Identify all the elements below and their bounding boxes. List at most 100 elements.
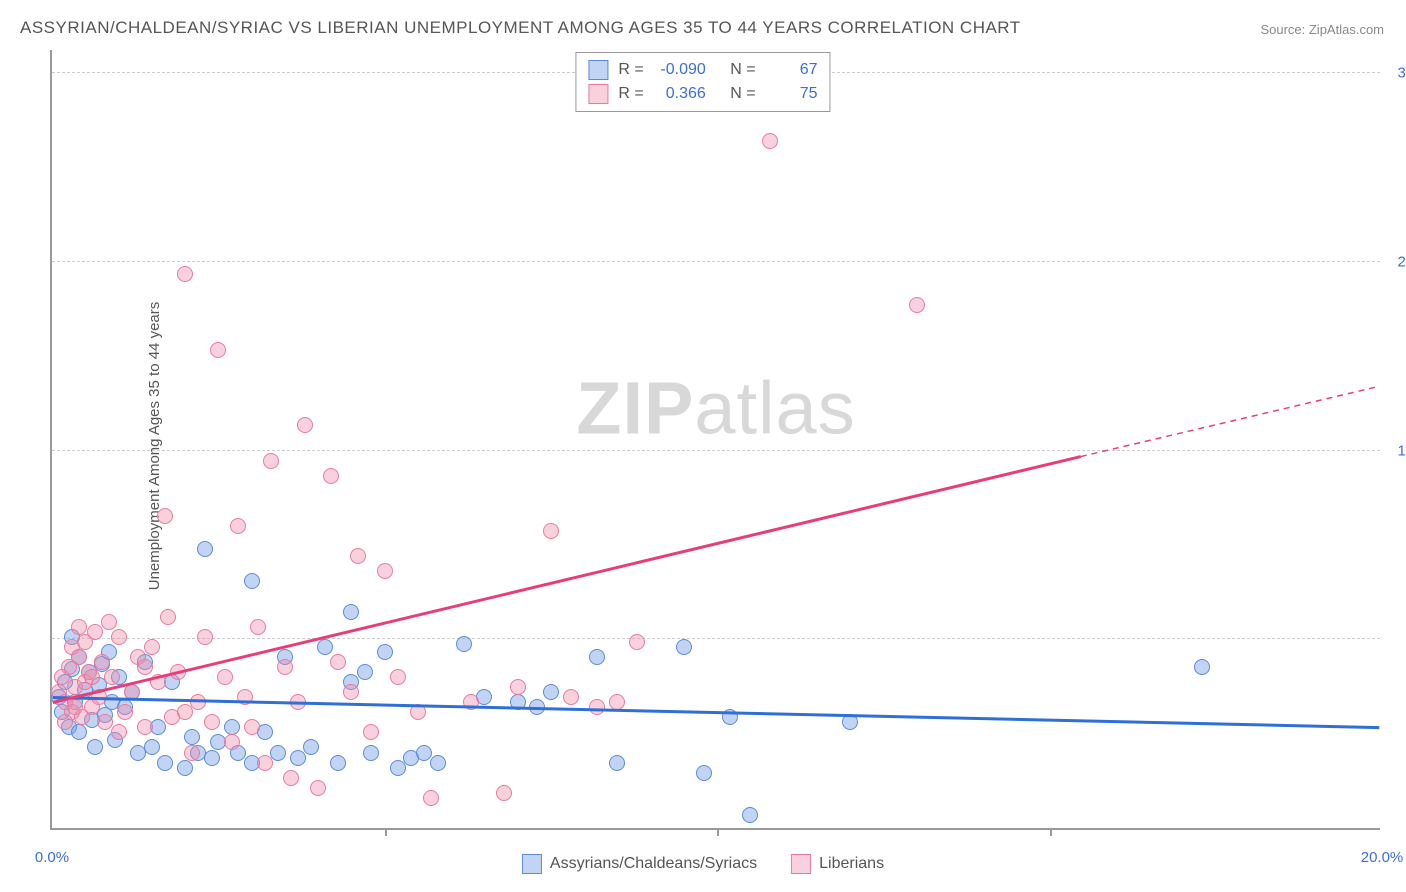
series-1-name: Assyrians/Chaldeans/Syriacs — [550, 855, 757, 873]
data-point — [330, 755, 346, 771]
data-point — [742, 807, 758, 823]
data-point — [390, 669, 406, 685]
data-point — [270, 745, 286, 761]
data-point — [210, 342, 226, 358]
chart-title: ASSYRIAN/CHALDEAN/SYRIAC VS LIBERIAN UNE… — [20, 18, 1021, 38]
trend-lines — [52, 50, 1380, 828]
data-point — [277, 659, 293, 675]
r-value-1: -0.090 — [654, 61, 706, 79]
legend-item-1: Assyrians/Chaldeans/Syriacs — [522, 854, 757, 874]
xtick — [1050, 828, 1052, 836]
ytick-label: 30.0% — [1385, 65, 1406, 82]
data-point — [496, 785, 512, 801]
xtick-label: 0.0% — [35, 849, 69, 866]
data-point — [430, 755, 446, 771]
watermark: ZIPatlas — [576, 365, 855, 450]
ytick-label: 7.5% — [1385, 631, 1406, 648]
data-point — [94, 654, 110, 670]
data-point — [237, 689, 253, 705]
ytick-label: 22.5% — [1385, 253, 1406, 270]
gridline-horizontal — [52, 450, 1380, 451]
data-point — [197, 629, 213, 645]
data-point — [909, 297, 925, 313]
data-point — [317, 639, 333, 655]
data-point — [177, 760, 193, 776]
series-2-name: Liberians — [819, 855, 884, 873]
data-point — [510, 679, 526, 695]
data-point — [762, 133, 778, 149]
data-point — [543, 523, 559, 539]
data-point — [297, 417, 313, 433]
data-point — [290, 694, 306, 710]
data-point — [310, 780, 326, 796]
data-point — [529, 699, 545, 715]
r-label-2: R = — [618, 85, 643, 103]
data-point — [217, 669, 233, 685]
data-point — [609, 755, 625, 771]
n-label-2: N = — [730, 85, 755, 103]
data-point — [101, 614, 117, 630]
data-point — [377, 563, 393, 579]
swatch-bottom-1 — [522, 854, 542, 874]
data-point — [510, 694, 526, 710]
data-point — [377, 644, 393, 660]
data-point — [190, 694, 206, 710]
gridline-horizontal — [52, 261, 1380, 262]
data-point — [71, 619, 87, 635]
data-point — [157, 755, 173, 771]
data-point — [71, 724, 87, 740]
data-point — [263, 453, 279, 469]
data-point — [184, 729, 200, 745]
source-label: Source: ZipAtlas.com — [1260, 22, 1384, 37]
swatch-series-2 — [588, 84, 608, 104]
data-point — [87, 739, 103, 755]
data-point — [629, 634, 645, 650]
data-point — [410, 704, 426, 720]
xtick — [385, 828, 387, 836]
data-point — [244, 573, 260, 589]
swatch-bottom-2 — [791, 854, 811, 874]
data-point — [137, 659, 153, 675]
data-point — [144, 739, 160, 755]
xtick-label: 20.0% — [1361, 849, 1404, 866]
data-point — [87, 624, 103, 640]
data-point — [111, 724, 127, 740]
data-point — [177, 704, 193, 720]
data-point — [463, 694, 479, 710]
data-point — [224, 719, 240, 735]
plot-area: ZIPatlas 7.5%15.0%22.5%30.0%0.0%20.0% — [50, 50, 1380, 830]
data-point — [390, 760, 406, 776]
data-point — [67, 699, 83, 715]
legend-row-series-2: R = 0.366 N = 75 — [588, 82, 817, 106]
n-value-2: 75 — [766, 85, 818, 103]
data-point — [170, 664, 186, 680]
data-point — [104, 669, 120, 685]
data-point — [357, 664, 373, 680]
n-value-1: 67 — [766, 61, 818, 79]
chart-container: ASSYRIAN/CHALDEAN/SYRIAC VS LIBERIAN UNE… — [0, 0, 1406, 892]
ytick-label: 15.0% — [1385, 442, 1406, 459]
data-point — [111, 629, 127, 645]
data-point — [230, 518, 246, 534]
data-point — [177, 266, 193, 282]
data-point — [1194, 659, 1210, 675]
data-point — [343, 684, 359, 700]
data-point — [91, 689, 107, 705]
data-point — [250, 619, 266, 635]
data-point — [197, 541, 213, 557]
data-point — [589, 699, 605, 715]
data-point — [84, 669, 100, 685]
data-point — [722, 709, 738, 725]
legend-row-series-1: R = -0.090 N = 67 — [588, 58, 817, 82]
legend-item-2: Liberians — [791, 854, 884, 874]
data-point — [290, 750, 306, 766]
data-point — [323, 468, 339, 484]
data-point — [363, 745, 379, 761]
data-point — [563, 689, 579, 705]
xtick — [717, 828, 719, 836]
data-point — [184, 745, 200, 761]
data-point — [696, 765, 712, 781]
data-point — [456, 636, 472, 652]
swatch-series-1 — [588, 60, 608, 80]
data-point — [842, 714, 858, 730]
